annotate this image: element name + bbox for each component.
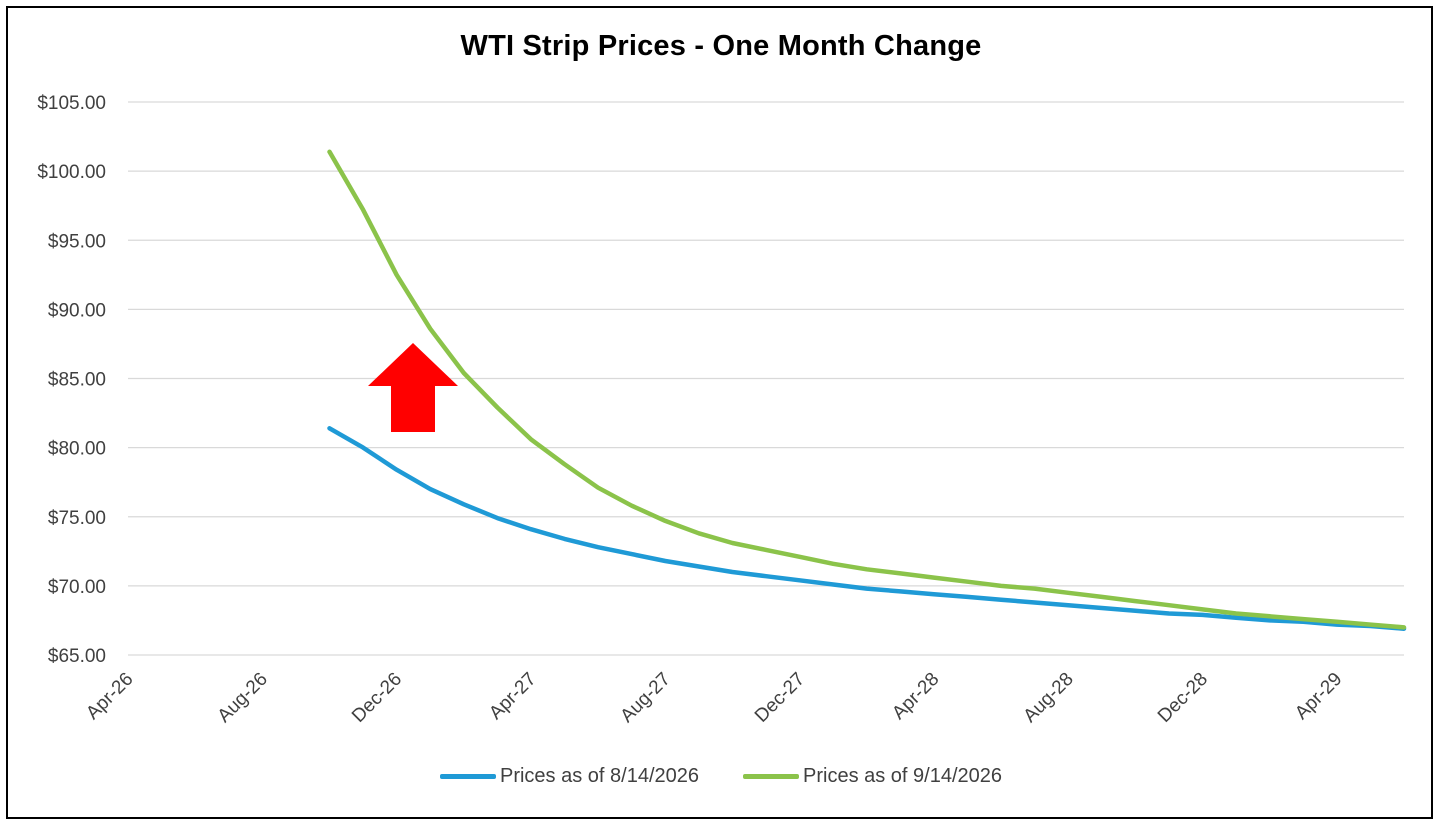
x-tick-label: Dec-28 — [1154, 669, 1212, 727]
gridlines — [128, 101, 1404, 656]
x-tick-label: Dec-26 — [348, 669, 406, 727]
x-tick-label: Apr-26 — [82, 669, 137, 724]
y-tick-label: $75.00 — [48, 508, 106, 529]
legend-item-series-1: Prices as of 8/14/2026 — [439, 765, 699, 788]
y-tick-label: $90.00 — [48, 300, 106, 321]
y-tick-label: $95.00 — [48, 231, 106, 252]
chart-title: WTI Strip Prices - One Month Change — [460, 30, 982, 62]
legend-label-series-2: Prices as of 9/14/2026 — [803, 765, 1003, 787]
series-line-2 — [327, 149, 1407, 630]
y-tick-label: $100.00 — [37, 162, 106, 183]
series-lines — [327, 149, 1407, 631]
y-tick-label: $105.00 — [37, 93, 106, 114]
y-tick-label: $70.00 — [48, 577, 106, 598]
series-line-1 — [327, 426, 1407, 631]
y-tick-label: $85.00 — [48, 370, 106, 391]
chart-frame — [6, 6, 1433, 819]
legend-swatch-series-2 — [743, 774, 799, 779]
y-axis-tick-labels: $105.00 $100.00 $95.00 $90.00 $85.00 $80.00 $7… — [37, 93, 106, 667]
legend: Prices as of 8/14/2026 Prices as of 9/14… — [0, 765, 1442, 788]
x-tick-label: Aug-27 — [617, 669, 675, 727]
x-tick-label: Apr-29 — [1291, 669, 1346, 724]
legend-label-series-1: Prices as of 8/14/2026 — [499, 765, 699, 787]
y-tick-label: $80.00 — [48, 439, 106, 460]
up-arrow-icon — [368, 343, 458, 432]
x-tick-label: Aug-26 — [214, 669, 272, 727]
x-axis-tick-labels: Apr-26 Aug-26 Dec-26 Apr-27 Aug-27 Dec-27 Apr-… — [82, 669, 1346, 727]
x-tick-label: Apr-27 — [485, 669, 540, 724]
x-tick-label: Dec-27 — [751, 669, 809, 727]
x-tick-label: Aug-28 — [1020, 669, 1078, 727]
x-tick-label: Apr-28 — [888, 669, 943, 724]
legend-item-series-2: Prices as of 9/14/2026 — [743, 765, 1002, 788]
legend-swatch-series-1 — [439, 774, 496, 779]
y-tick-label: $65.00 — [48, 646, 106, 667]
